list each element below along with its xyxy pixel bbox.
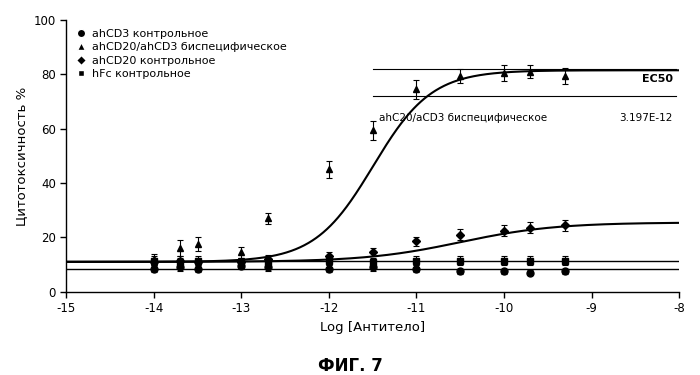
Text: 3.197E-12: 3.197E-12: [620, 113, 673, 123]
Text: ФИГ. 7: ФИГ. 7: [318, 357, 382, 375]
Y-axis label: Цитотоксичность %: Цитотоксичность %: [15, 86, 28, 225]
X-axis label: Log [Антитело]: Log [Антитело]: [320, 321, 425, 334]
Legend: ahCD3 контрольное, ahCD20/ahCD3 биспецифическое, ahCD20 контрольное, hFc контрол: ahCD3 контрольное, ahCD20/ahCD3 биспециф…: [72, 26, 290, 82]
Text: EC50: EC50: [642, 74, 673, 84]
Text: ahC20/aCD3 биспецифическое: ahC20/aCD3 биспецифическое: [379, 113, 547, 123]
